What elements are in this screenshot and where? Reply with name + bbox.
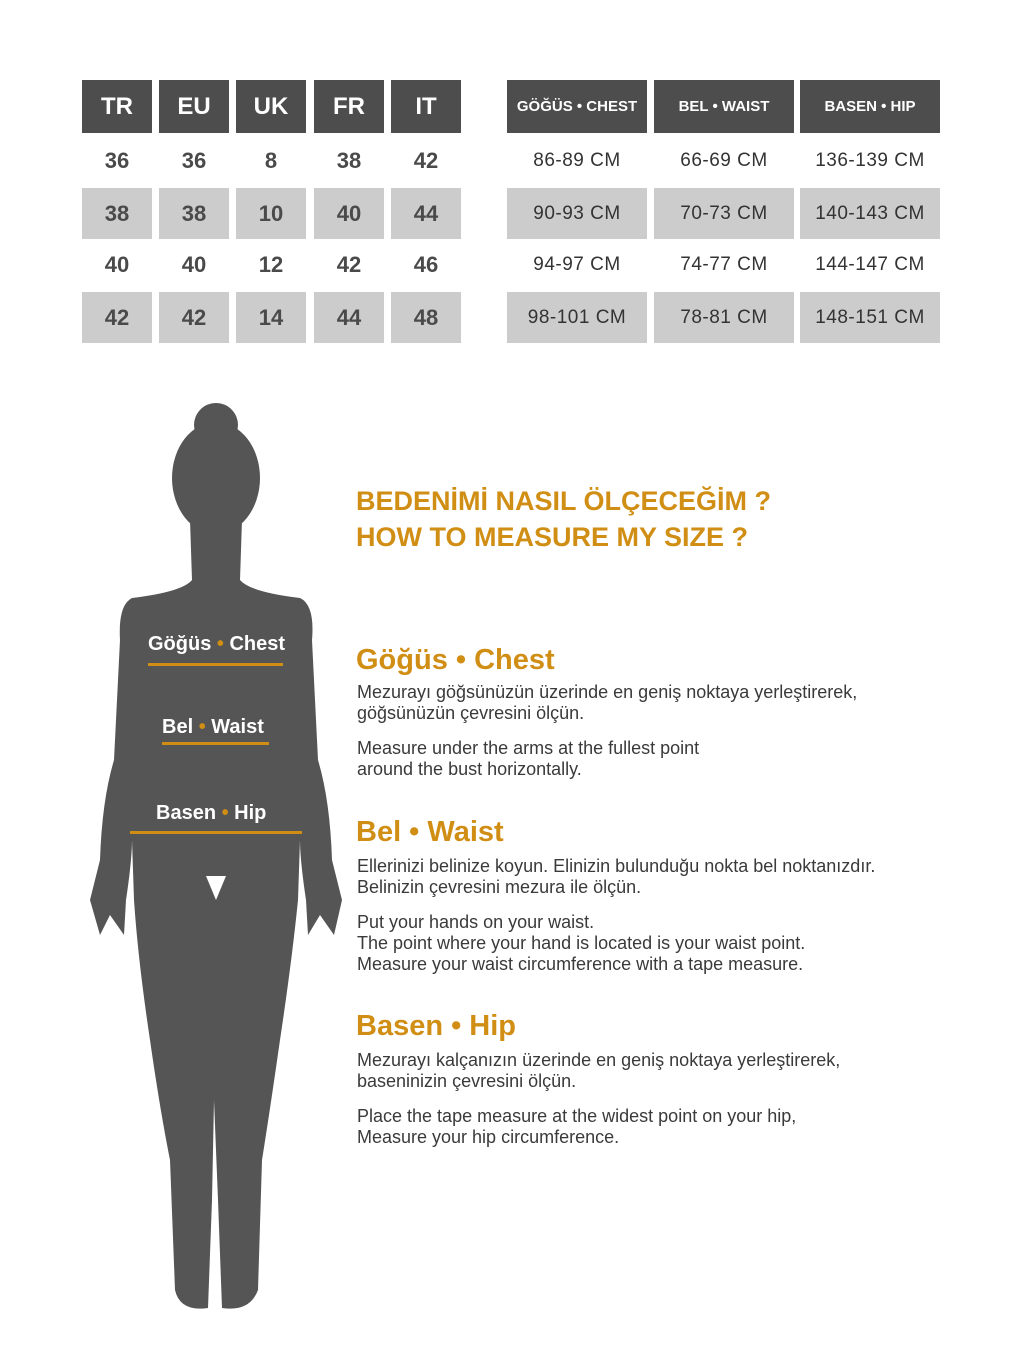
- size-header: FR: [314, 80, 384, 133]
- measure-cell: 140-143 CM: [800, 188, 940, 239]
- size-cell: 36: [104, 148, 130, 173]
- size-cell: 8: [264, 148, 278, 173]
- size-cell: 46: [413, 252, 439, 277]
- measure-cell: 86-89 CM: [533, 150, 621, 171]
- hip-text-en: Place the tape measure at the widest poi…: [357, 1106, 797, 1147]
- size-cell: 14: [236, 292, 306, 343]
- measure-cell: 78-81 CM: [654, 292, 794, 343]
- size-cell: 42: [413, 148, 439, 173]
- size-cell: 36: [181, 148, 207, 173]
- size-cell: 40: [181, 252, 207, 277]
- size-cell: 10: [236, 188, 306, 239]
- size-cell: 40: [314, 188, 384, 239]
- waist-text-en: Put your hands on your waist. The point …: [357, 912, 806, 974]
- waist-text-tr: Ellerinizi belinize koyun. Elinizin bulu…: [357, 856, 876, 897]
- measure-cell: 144-147 CM: [815, 254, 925, 275]
- measure-cell: 66-69 CM: [680, 150, 768, 171]
- waist-label: Bel • Waist: [162, 716, 264, 738]
- measure-cell: 74-77 CM: [680, 254, 768, 275]
- measure-header: GÖĞÜS • CHEST: [507, 80, 647, 133]
- size-cell: 42: [159, 292, 229, 343]
- size-header: EU: [159, 80, 229, 133]
- size-cell: 42: [82, 292, 152, 343]
- measure-cell: 98-101 CM: [507, 292, 647, 343]
- size-cell: 38: [82, 188, 152, 239]
- size-cell: 44: [314, 292, 384, 343]
- chest-text-en: Measure under the arms at the fullest po…: [357, 738, 700, 779]
- waist-title: Bel • Waist: [356, 816, 504, 848]
- size-cell: 12: [258, 252, 284, 277]
- waist-line: [162, 742, 269, 745]
- size-cell: 40: [104, 252, 130, 277]
- size-cell: 44: [391, 188, 461, 239]
- heading-tr: BEDENİMİ NASIL ÖLÇECEĞİM ?: [356, 486, 772, 516]
- hip-text-tr: Mezurayı kalçanızın üzerinde en geniş no…: [357, 1050, 841, 1091]
- size-cell: 38: [336, 148, 362, 173]
- measure-cell: 94-97 CM: [533, 254, 621, 275]
- chest-text-tr: Mezurayı göğsünüzün üzerinde en geniş no…: [357, 682, 858, 723]
- measure-header: BEL • WAIST: [654, 80, 794, 133]
- measure-cell: 148-151 CM: [800, 292, 940, 343]
- measure-cell: 136-139 CM: [815, 150, 925, 171]
- size-cell: 38: [159, 188, 229, 239]
- chest-line: [148, 663, 283, 666]
- hip-line: [130, 831, 302, 834]
- chest-label: Göğüs • Chest: [148, 633, 286, 655]
- measure-cell: 70-73 CM: [654, 188, 794, 239]
- measure-cell: 90-93 CM: [507, 188, 647, 239]
- size-header: TR: [82, 80, 152, 133]
- size-header: IT: [391, 80, 461, 133]
- chest-title: Göğüs • Chest: [356, 644, 555, 676]
- hip-label: Basen • Hip: [156, 802, 267, 824]
- measure-header: BASEN • HIP: [800, 80, 940, 133]
- size-cell: 48: [391, 292, 461, 343]
- size-header: UK: [236, 80, 306, 133]
- hip-title: Basen • Hip: [356, 1010, 517, 1042]
- heading-en: HOW TO MEASURE MY SIZE ?: [356, 522, 749, 552]
- size-cell: 42: [336, 252, 362, 277]
